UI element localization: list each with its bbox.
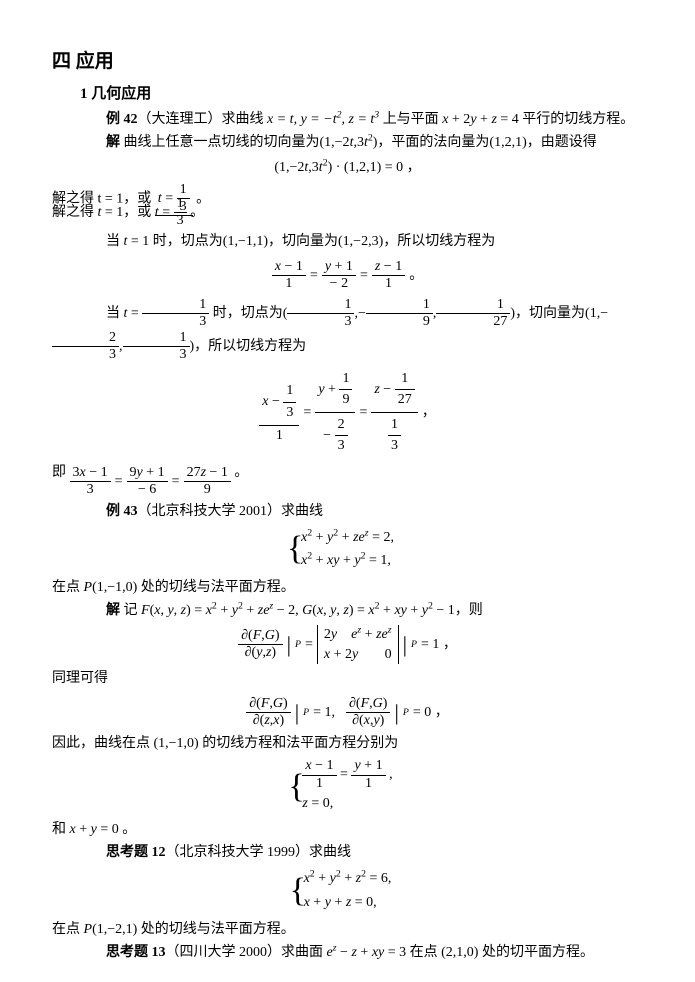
ex43-sol-label: 解 xyxy=(106,603,120,618)
eq-simplified: 即 3x − 13 = 9y + 1− 6 = 27z − 19 。 xyxy=(52,462,643,498)
example-42-tail: 上与平面 x + 2y + z = 4 平行的切线方程。 xyxy=(379,112,634,127)
ex43-and: 和 x + y = 0 。 xyxy=(52,819,643,840)
ex43-system: { x2 + y2 + zez = 2, x2 + xy + y2 = 1, xyxy=(52,526,643,574)
eq-jacobian1: ∂(F,G)∂(y,z)|P = 2yez + zez x + 2y0 |P =… xyxy=(52,625,643,664)
solution-label: 解 xyxy=(106,135,120,150)
ex43-solution: 解 记 F(x, y, z) = x2 + y2 + zez − 2, G(x,… xyxy=(52,600,643,621)
example-43-statement: 例 43（北京科技大学 2001）求曲线 xyxy=(52,501,643,522)
section-heading: 四 应用 xyxy=(52,48,643,77)
example-42-statement: 例 42（大连理工）求曲线 x = t, y = −t2, z = t3 上与平… xyxy=(52,109,643,130)
ex43-point: 在点 P(1,−1,0) 处的切线与法平面方程。 xyxy=(52,577,643,598)
subsection-heading: 1 几何应用 xyxy=(80,83,643,106)
example-42-label: 例 42 xyxy=(106,112,138,127)
p12-point: 在点 P(1,−2,1) 处的切线与法平面方程。 xyxy=(52,919,643,940)
case-t13: 当 t = 13 时，切点为(13,−19,127)，切向量为(1,−23,13… xyxy=(52,297,643,363)
eq-tangent1: x − 11 = y + 1− 2 = z − 11 。 xyxy=(52,256,643,292)
eq-dotproduct: (1,−2t,3t2) · (1,2,1) = 0 ， xyxy=(52,157,643,178)
p12-system: { x2 + y2 + z2 = 6, x + y + z = 0, xyxy=(52,867,643,915)
solution-text: 曲线上任意一点切线的切向量为(1,−2t,3t2)，平面的法向量为(1,2,1)… xyxy=(120,135,597,150)
example-43-source: （北京科技大学 2001）求曲线 xyxy=(138,504,324,519)
case-t1: 当 t = 1 时，切点为(1,−1,1)，切向量为(1,−2,3)，所以切线方… xyxy=(52,231,643,252)
eq-jacobian23: ∂(F,G)∂(z,x)|P = 1, ∂(F,G)∂(x,y)|P = 0 ， xyxy=(52,693,643,729)
example-43-label: 例 43 xyxy=(106,504,138,519)
example-42-source: （大连理工）求曲线 xyxy=(138,112,268,127)
problem-12-source: （北京科技大学 1999）求曲线 xyxy=(166,845,352,860)
tongli: 同理可得 xyxy=(52,668,643,689)
example-42-curve: x = t, y = −t2, z = t3 xyxy=(267,112,379,127)
problem-13-source: （四川大学 2000）求曲面 ez − z + xy = 3 在点 (2,1,0… xyxy=(166,945,594,960)
ex43-result: { x − 11 = y + 11 , z = 0, xyxy=(52,758,643,815)
solve-t-fixed: 解之得 t = 1，或 t = 13 。 xyxy=(52,196,643,229)
example-42-solution-line: 解 曲线上任意一点切线的切向量为(1,−2t,3t2)，平面的法向量为(1,2,… xyxy=(52,132,643,153)
eq-tangent2: x − 131 = y + 19− 23 = z − 12713 ， xyxy=(52,367,643,458)
yinci: 因此，曲线在点 (1,−1,0) 的切线方程和法平面方程分别为 xyxy=(52,733,643,754)
problem-13: 思考题 13（四川大学 2000）求曲面 ez − z + xy = 3 在点 … xyxy=(52,942,643,963)
problem-12: 思考题 12（北京科技大学 1999）求曲线 xyxy=(52,842,643,863)
problem-13-label: 思考题 13 xyxy=(106,945,166,960)
problem-12-label: 思考题 12 xyxy=(106,845,166,860)
